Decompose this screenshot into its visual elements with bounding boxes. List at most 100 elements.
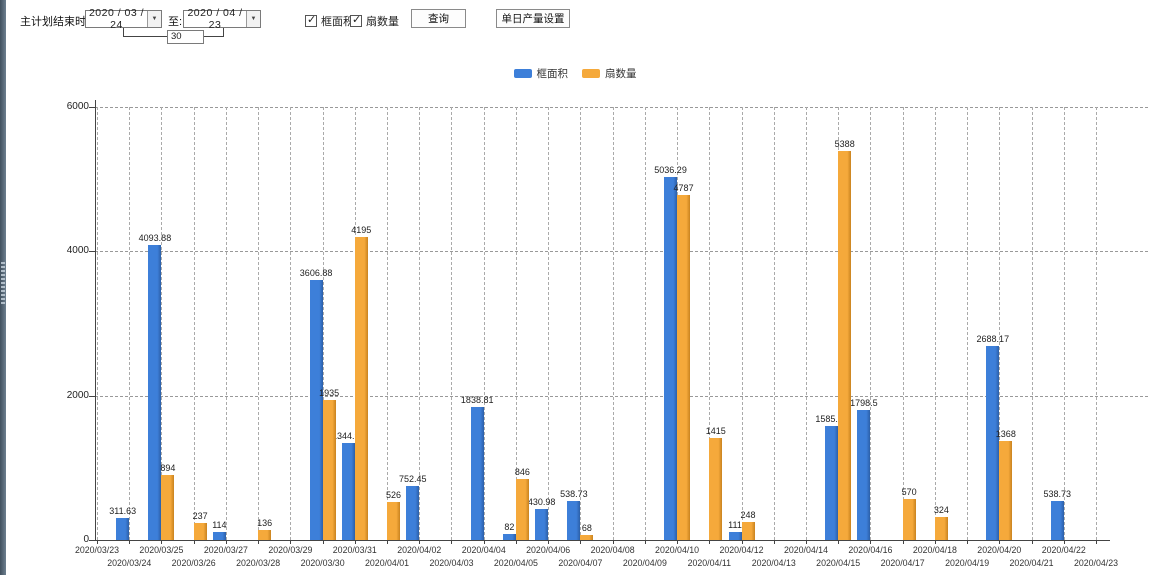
gridline-v	[387, 107, 389, 540]
bar	[741, 522, 755, 540]
x-axis-tick	[290, 540, 292, 544]
x-axis-tick	[677, 540, 679, 544]
x-axis-tick	[225, 540, 227, 544]
bar	[515, 478, 529, 540]
bar	[322, 400, 336, 540]
x-axis-tick	[193, 540, 195, 544]
end-time-label: 主计划结束时间:	[20, 16, 101, 28]
x-axis-tick	[773, 540, 775, 544]
bar-label: 82	[504, 522, 515, 533]
bar-label: 1415	[705, 425, 726, 436]
y-axis-line	[95, 100, 96, 540]
bar-label: 4195	[351, 225, 372, 236]
check-icon: ✓	[307, 14, 317, 26]
x-axis-tick	[97, 540, 98, 544]
x-tick-label: 2020/04/02	[397, 545, 442, 555]
interval-days-input[interactable]: 30	[167, 30, 204, 44]
bar	[1050, 501, 1064, 540]
x-axis-tick	[419, 540, 421, 544]
x-axis-tick	[934, 540, 936, 544]
x-axis-tick	[644, 540, 646, 544]
gridline-v	[967, 107, 969, 540]
gridline-h	[95, 395, 1148, 397]
gridline-v	[515, 107, 517, 540]
date-to-picker[interactable]: 2020 / 04 / 23 ▼	[183, 7, 261, 31]
x-tick-label: 2020/04/06	[526, 545, 571, 555]
bar-label: 1935	[319, 388, 340, 399]
bar-label: 1798.5	[850, 398, 878, 409]
x-axis-tick	[967, 540, 969, 544]
gridline-v	[1031, 107, 1033, 540]
x-tick-label: 2020/03/29	[268, 545, 313, 555]
x-axis-tick	[1096, 540, 1097, 544]
bar	[677, 194, 691, 540]
bar	[470, 407, 484, 540]
x-tick-label: 2020/04/09	[622, 558, 667, 568]
x-tick-label: 2020/04/12	[719, 545, 764, 555]
legend-label-frame-area: 框面积	[536, 68, 569, 80]
date-from-value: 2020 / 03 / 24	[88, 7, 145, 31]
x-tick-label: 2020/04/14	[783, 545, 828, 555]
x-tick-label: 2020/04/20	[977, 545, 1022, 555]
query-button[interactable]: 查询	[411, 9, 466, 28]
gridline-h	[95, 107, 1148, 108]
bar	[838, 151, 852, 540]
bar	[387, 502, 401, 540]
bar	[193, 522, 207, 540]
date-from-picker[interactable]: 2020 / 03 / 24 ▼	[85, 7, 162, 31]
chevron-down-icon[interactable]: ▼	[246, 11, 260, 27]
gridline-h	[95, 251, 1148, 253]
y-axis-tick	[89, 395, 95, 397]
chevron-down-icon[interactable]: ▼	[147, 11, 161, 27]
bar-label: 1585.96	[815, 413, 848, 424]
gridline-v	[999, 107, 1001, 540]
x-tick-label: 2020/04/23	[1073, 558, 1119, 568]
bar	[999, 441, 1013, 540]
bar	[309, 279, 323, 540]
bar-label: 237	[192, 510, 208, 521]
daily-output-settings-button[interactable]: 单日产量设置	[496, 9, 570, 28]
x-tick-label: 2020/03/26	[171, 558, 216, 568]
gridline-v	[258, 107, 260, 540]
bar	[902, 498, 916, 540]
y-tick-label: 4000	[66, 245, 89, 257]
x-tick-label: 2020/04/01	[365, 558, 410, 568]
gridline-v	[290, 107, 292, 540]
y-axis-tick	[89, 251, 95, 253]
bar	[567, 501, 581, 540]
bar	[535, 508, 549, 540]
x-tick-label: 2020/03/23	[74, 545, 120, 555]
gridline-v	[934, 107, 936, 540]
bar	[709, 437, 723, 540]
x-tick-label: 2020/04/13	[751, 558, 796, 568]
gridline-v	[322, 107, 324, 540]
bar	[934, 516, 948, 540]
gridline-v	[483, 107, 485, 540]
legend-swatch-orange	[582, 69, 600, 78]
x-tick-label: 2020/04/10	[655, 545, 700, 555]
to-label: 至:	[168, 16, 183, 28]
checkbox-icon: ✓	[305, 14, 317, 27]
gridline-v	[1096, 107, 1097, 540]
checkbox-fan-count[interactable]: ✓ 扇数量	[350, 13, 399, 29]
legend-item-fan-count: 扇数量	[582, 66, 637, 81]
x-axis-tick	[483, 540, 485, 544]
y-tick-label: 0	[83, 534, 89, 545]
bar-label: 570	[901, 486, 917, 497]
x-axis-tick	[902, 540, 904, 544]
gridline-v	[129, 107, 131, 540]
bar-label: 526	[386, 490, 402, 501]
bar	[116, 517, 130, 540]
gridline-v	[161, 107, 163, 540]
bar-label: 3606.88	[299, 267, 333, 278]
bar	[258, 530, 272, 540]
x-axis-tick	[580, 540, 582, 544]
bar	[825, 425, 839, 540]
bar-label: 4093.88	[138, 232, 172, 243]
x-axis-tick	[322, 540, 324, 544]
x-axis-tick	[612, 540, 614, 544]
connector-line	[123, 36, 167, 37]
checkbox-frame-area[interactable]: ✓ 框面积	[305, 13, 354, 29]
bar-label: 752.45	[398, 473, 427, 484]
bar	[161, 475, 175, 540]
